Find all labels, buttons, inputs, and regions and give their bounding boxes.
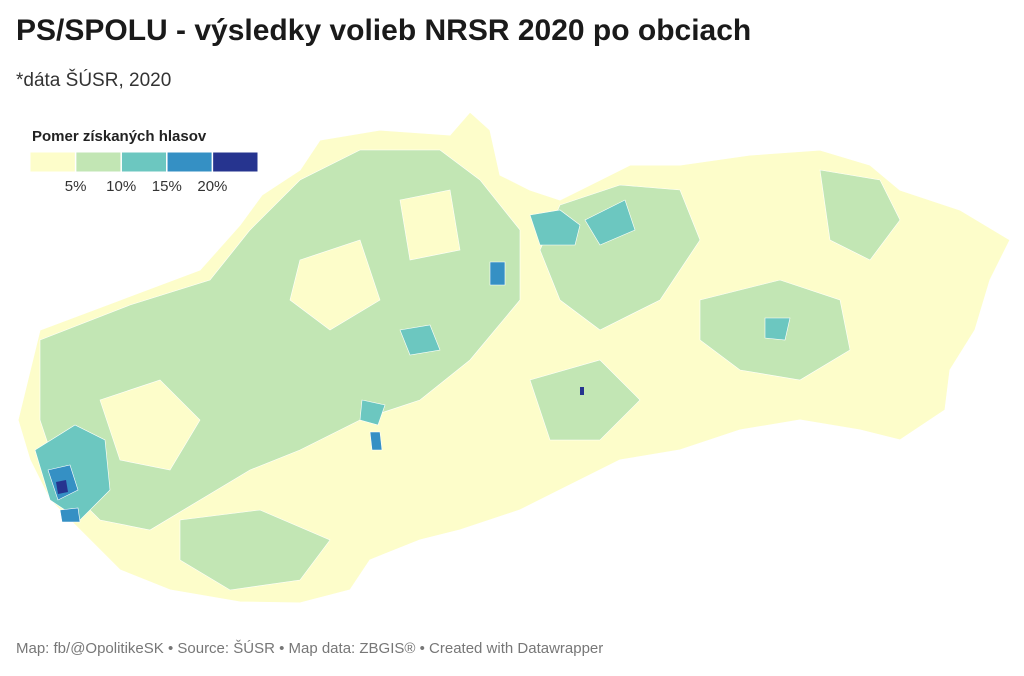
municipality-patches-max: [56, 387, 584, 494]
legend-swatch: [166, 151, 213, 173]
legend-tick-label: 10%: [106, 178, 136, 195]
legend-tick-label: 20%: [197, 178, 227, 195]
subtitle: *dáta ŠÚSR, 2020: [16, 70, 172, 91]
legend-swatch: [75, 151, 122, 173]
title: PS/SPOLU - výsledky volieb NRSR 2020 po …: [16, 14, 752, 47]
legend-tick-label: 15%: [152, 178, 182, 195]
legend-swatch: [29, 151, 77, 173]
legend-swatch: [211, 151, 259, 173]
footer: Map: fb/@OpolitikeSK • Source: ŠÚSR • Ma…: [16, 640, 604, 657]
legend-tick-label: 5%: [65, 178, 87, 195]
legend-swatch: [120, 151, 168, 173]
legend-title: Pomer získaných hlasov: [32, 128, 207, 145]
municipality-patches-light: [99, 189, 461, 471]
